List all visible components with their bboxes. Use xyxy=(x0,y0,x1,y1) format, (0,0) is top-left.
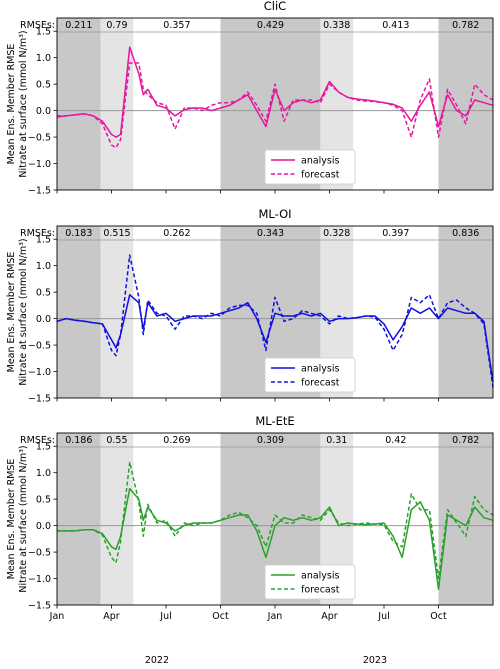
shaded-period xyxy=(57,433,101,605)
rmse-value: 0.413 xyxy=(382,20,409,31)
y-tick-label: −1.5 xyxy=(28,601,51,612)
x-tick-label: Jan xyxy=(267,611,283,622)
y-tick-label: 0.0 xyxy=(36,521,51,532)
series-line-forecast xyxy=(57,461,494,580)
y-axis-label: Mean Ens. Member RMSE xyxy=(6,252,17,373)
rmse-label: RMSEs: xyxy=(20,435,55,446)
legend-label-forecast: forecast xyxy=(301,585,340,596)
rmse-value: 0.183 xyxy=(65,228,92,239)
y-tick-label: −1.5 xyxy=(28,186,51,197)
y-tick-label: −1.0 xyxy=(28,574,51,585)
shaded-period xyxy=(100,226,134,398)
legend-label-forecast: forecast xyxy=(301,170,340,181)
rmse-value: 0.262 xyxy=(163,228,190,239)
rmse-value: 0.782 xyxy=(452,435,479,446)
shaded-period xyxy=(100,18,134,190)
y-tick-label: 0.5 xyxy=(36,288,51,299)
y-tick-label: 1.0 xyxy=(36,261,51,272)
panel-1: 0.211 0.79 0.357 0.429 0.338 0.413 0.782 RMSEs:… xyxy=(6,0,494,197)
y-tick-label: −0.5 xyxy=(28,133,51,144)
legend-label-analysis: analysis xyxy=(301,364,340,375)
y-tick-label: 0.5 xyxy=(36,495,51,506)
shaded-period xyxy=(100,433,134,605)
y-tick-label: 1.5 xyxy=(36,235,51,246)
rmse-value: 0.186 xyxy=(65,435,92,446)
chart-title: ML-OI xyxy=(258,207,291,221)
year-label: 2023 xyxy=(363,655,387,666)
series-line-forecast xyxy=(57,62,494,149)
y-tick-label: −1.0 xyxy=(28,367,51,378)
rmse-value: 0.269 xyxy=(163,435,190,446)
panel-2: 0.183 0.515 0.262 0.343 0.328 0.397 0.836 RMSEs… xyxy=(6,207,494,405)
y-axis-label: Nitrate at surface (mmol N/m³) xyxy=(18,30,29,177)
x-tick-label: Apr xyxy=(103,611,120,622)
y-tick-label: −0.5 xyxy=(28,548,51,559)
x-tick-label: Jul xyxy=(377,611,389,622)
y-axis-label: Nitrate at surface (mmol N/m³) xyxy=(18,445,29,592)
shaded-period xyxy=(57,18,101,190)
rmse-value: 0.836 xyxy=(452,228,479,239)
y-axis-label: Mean Ens. Member RMSE xyxy=(6,459,17,580)
x-tick-label: Jul xyxy=(159,611,171,622)
x-tick-label: Oct xyxy=(430,611,447,622)
rmse-value: 0.429 xyxy=(257,20,284,31)
rmse-value: 0.397 xyxy=(382,228,409,239)
rmse-value: 0.55 xyxy=(106,435,127,446)
legend-label-analysis: analysis xyxy=(301,571,340,582)
shaded-period xyxy=(57,226,101,398)
legend-box xyxy=(264,149,356,185)
x-tick-label: Apr xyxy=(321,611,338,622)
series-line-analysis xyxy=(56,294,494,383)
chart-title: CliC xyxy=(264,0,286,13)
legend-box xyxy=(264,357,356,393)
rmse-value: 0.309 xyxy=(257,435,284,446)
rmse-value: 0.343 xyxy=(257,228,284,239)
x-tick-label: Jan xyxy=(49,611,65,622)
y-tick-label: 0.0 xyxy=(36,106,51,117)
rmse-label: RMSEs: xyxy=(20,20,55,31)
rmse-value: 0.782 xyxy=(452,20,479,31)
rmse-value: 0.338 xyxy=(323,20,350,31)
rmse-value: 0.328 xyxy=(323,228,350,239)
legend-box xyxy=(264,564,356,600)
rmse-value: 0.42 xyxy=(385,435,406,446)
y-tick-label: −1.0 xyxy=(28,159,51,170)
rmse-value: 0.357 xyxy=(163,20,190,31)
y-axis-label: Mean Ens. Member RMSE xyxy=(6,44,17,165)
y-tick-label: 1.0 xyxy=(36,468,51,479)
y-tick-label: 0.5 xyxy=(36,80,51,91)
y-axis-label: Nitrate at surface (mmol N/m³) xyxy=(18,238,29,385)
y-tick-label: −1.5 xyxy=(28,394,51,405)
legend-label-forecast: forecast xyxy=(301,378,340,389)
y-tick-label: 1.5 xyxy=(36,442,51,453)
y-tick-label: 1.5 xyxy=(36,27,51,38)
shaded-period xyxy=(438,18,493,190)
x-tick-label: Oct xyxy=(212,611,229,622)
rmse-label: RMSEs: xyxy=(20,228,55,239)
chart-title: ML-EtE xyxy=(255,414,294,428)
y-tick-label: −0.5 xyxy=(28,341,51,352)
series-line-forecast xyxy=(56,254,494,388)
year-label: 2022 xyxy=(145,655,169,666)
rmse-value: 0.31 xyxy=(326,435,347,446)
legend-label-analysis: analysis xyxy=(301,156,340,167)
series-line-analysis xyxy=(56,46,494,138)
shaded-period xyxy=(438,226,493,398)
y-tick-label: 0.0 xyxy=(36,314,51,325)
rmse-value: 0.211 xyxy=(65,20,92,31)
rmse-value: 0.515 xyxy=(103,228,130,239)
y-tick-label: 1.0 xyxy=(36,53,51,64)
rmse-value: 0.79 xyxy=(106,20,127,31)
panel-3: 0.186 0.55 0.269 0.309 0.31 0.42 0.782RMSEs:1.… xyxy=(6,414,494,622)
